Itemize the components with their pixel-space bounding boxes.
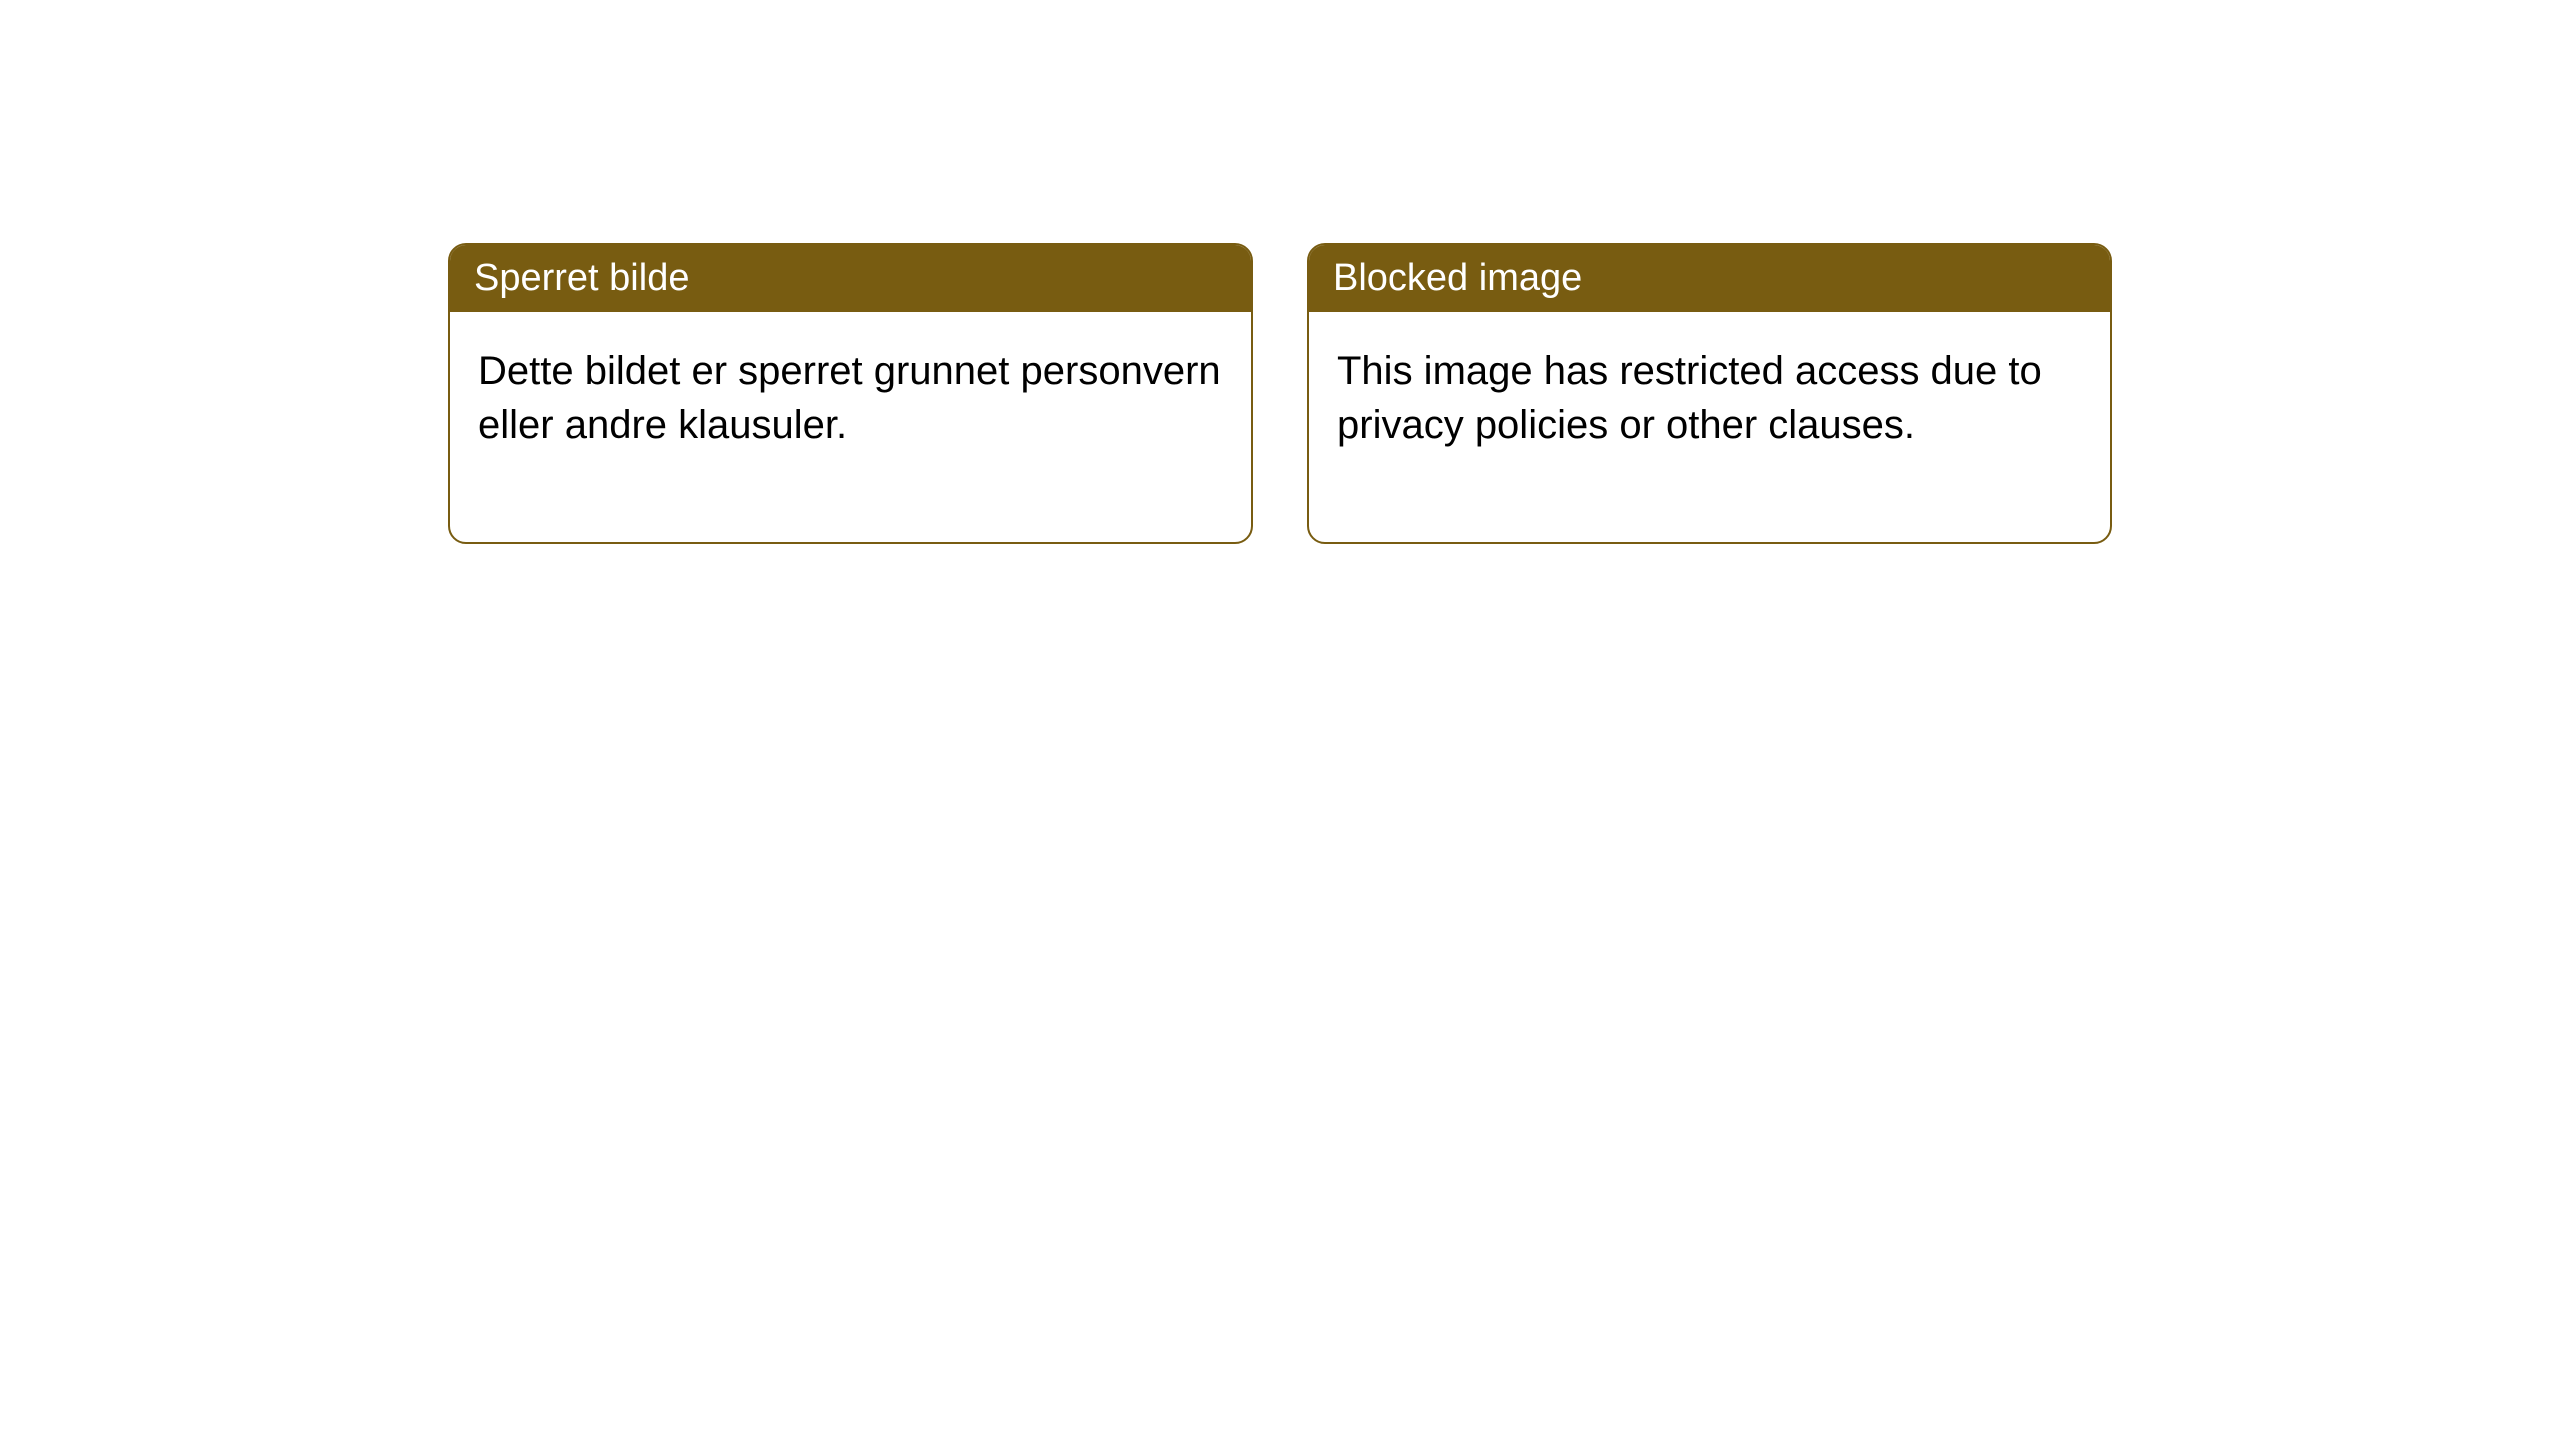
blocked-image-card-no: Sperret bilde Dette bildet er sperret gr… xyxy=(448,243,1253,544)
card-title-no: Sperret bilde xyxy=(450,245,1251,312)
card-title-en: Blocked image xyxy=(1309,245,2110,312)
card-body-en: This image has restricted access due to … xyxy=(1309,312,2110,542)
card-body-no: Dette bildet er sperret grunnet personve… xyxy=(450,312,1251,542)
blocked-image-card-en: Blocked image This image has restricted … xyxy=(1307,243,2112,544)
notice-container: Sperret bilde Dette bildet er sperret gr… xyxy=(0,0,2560,544)
